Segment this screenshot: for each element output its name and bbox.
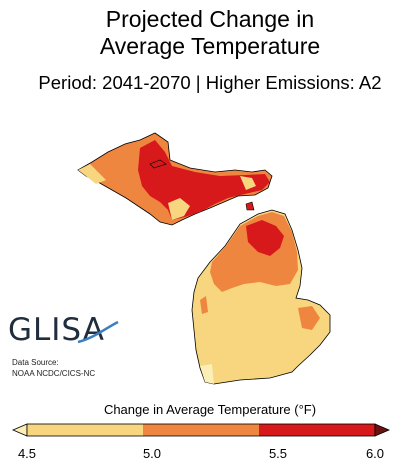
legend-bin-1 [143,424,259,436]
lower-peninsula [191,209,331,385]
lp-thumb-orange [298,306,320,330]
legend-bin-0 [27,424,143,436]
data-source: Data Source: NOAA NCDC/CICS-NC [12,357,95,379]
lp-sw-light [200,364,214,384]
map-subtitle: Period: 2041-2070 | Higher Emissions: A2 [38,72,382,93]
up-west-yellow [78,164,106,184]
glisa-logo: GLISA [8,312,105,348]
legend-bin-2 [259,424,375,436]
legend-title: Change in Average Temperature (°F) [103,402,317,417]
legend-tick-0: 4.5 [17,446,37,461]
upper-peninsula [77,132,273,226]
up-red-region [138,140,270,220]
source-name: NOAA NCDC/CICS-NC [12,369,96,378]
beaver-island [245,201,255,211]
legend-tick-2: 5.5 [268,446,288,461]
source-label: Data Source: [12,358,59,367]
logo-swoosh-icon [77,320,119,344]
lp-west-orange [200,296,208,314]
legend-tick-1: 5.0 [142,446,162,461]
up-east-yellow [240,176,256,190]
legend-tick-3: 6.0 [365,446,385,461]
isle-royale [149,159,167,169]
title-line-1: Projected Change in [105,6,315,32]
title-line-2: Average Temperature [99,33,321,59]
map-title: Projected Change in Average Temperature [0,6,420,60]
legend-under-arrow [11,423,28,437]
lp-red-region [246,220,284,256]
up-lobe-yellow [168,198,190,220]
legend-over-arrow [374,423,391,437]
